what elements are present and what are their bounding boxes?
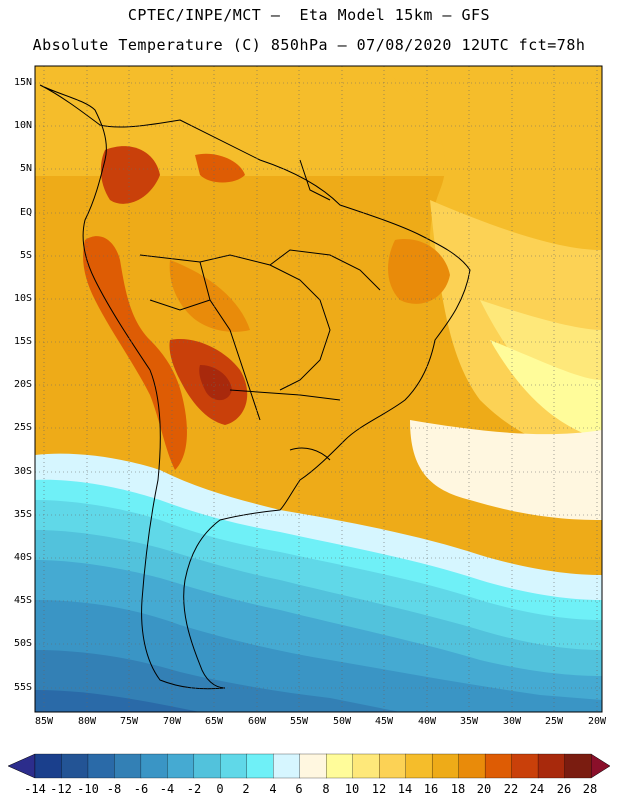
colorbar-swatch (87, 753, 115, 779)
coastline (39, 84, 471, 690)
colorbar-label: 28 (582, 782, 598, 796)
colorbar (7, 753, 611, 779)
lat-label: 15N (13, 77, 32, 88)
lon-label: 40W (417, 716, 437, 727)
colorbar-label: -4 (159, 782, 175, 796)
colorbar-swatch (34, 753, 62, 779)
colorbar-label: -6 (133, 782, 149, 796)
colorbar-label: 10 (344, 782, 360, 796)
colorbar-swatch (167, 753, 195, 779)
chart-title-line-1: CPTEC/INPE/MCT – Eta Model 15km – GFS (127, 6, 491, 24)
lon-label: 45W (374, 716, 394, 727)
lat-label: 5S (19, 250, 32, 261)
lat-label: 20S (13, 379, 32, 390)
lon-label: 65W (204, 716, 224, 727)
colorbar-swatch (299, 753, 327, 779)
colorbar-swatch (220, 753, 248, 779)
colorbar-label: -10 (77, 782, 99, 796)
colorbar-swatch (511, 753, 539, 779)
colorbar-swatch (193, 753, 221, 779)
colorbar-label: -14 (24, 782, 46, 796)
lon-label: 25W (544, 716, 564, 727)
lat-label: 35S (13, 509, 32, 520)
colorbar-label: 14 (397, 782, 413, 796)
colorbar-swatch (405, 753, 433, 779)
colorbar-over-arrow (590, 753, 611, 779)
lat-label: EQ (19, 207, 32, 218)
colorbar-label: 6 (295, 782, 303, 796)
colorbar-label: -8 (106, 782, 122, 796)
lon-label: 20W (587, 716, 607, 727)
colorbar-swatch (379, 753, 407, 779)
colorbar-label: 2 (242, 782, 250, 796)
lat-label: 5N (19, 163, 32, 174)
lon-label: 80W (77, 716, 97, 727)
colorbar-label: -12 (50, 782, 72, 796)
lon-label: 50W (332, 716, 352, 727)
lat-label: 40S (13, 552, 32, 563)
colorbar-label: 20 (476, 782, 492, 796)
colorbar-swatch (273, 753, 301, 779)
temperature-field (35, 66, 602, 712)
colorbar-label: 8 (322, 782, 330, 796)
colorbar-swatch (326, 753, 354, 779)
colorbar-label: 4 (269, 782, 277, 796)
colorbar-label: 24 (529, 782, 545, 796)
lon-label: 85W (34, 716, 54, 727)
map-frame (34, 65, 603, 713)
colorbar-swatch (431, 753, 460, 779)
colorbar-label: 26 (556, 782, 572, 796)
lat-label: 55S (13, 682, 32, 693)
lat-label: 10S (13, 293, 32, 304)
lat-label: 50S (13, 638, 32, 649)
colorbar-label: 22 (503, 782, 519, 796)
colorbar-label: 16 (423, 782, 439, 796)
colorbar-under-arrow (7, 753, 36, 779)
colorbar-label: -2 (186, 782, 202, 796)
lat-label: 10N (13, 120, 32, 131)
colorbar-swatch (114, 753, 142, 779)
chart-title-line-2: Absolute Temperature (C) 850hPa – 07/08/… (32, 36, 586, 54)
colorbar-swatch (564, 753, 592, 779)
lat-label: 30S (13, 466, 32, 477)
colorbar-swatch (352, 753, 380, 779)
colorbar-swatch (140, 753, 168, 779)
colorbar-swatch (458, 753, 486, 779)
lon-label: 35W (459, 716, 479, 727)
lon-label: 55W (289, 716, 309, 727)
lon-label: 70W (162, 716, 182, 727)
colorbar-label: 12 (371, 782, 387, 796)
colorbar-swatch (537, 753, 565, 779)
lat-label: 15S (13, 336, 32, 347)
lon-label: 75W (119, 716, 139, 727)
lat-label: 25S (13, 422, 32, 433)
lat-label: 45S (13, 595, 32, 606)
colorbar-label: 0 (216, 782, 224, 796)
colorbar-label: 18 (450, 782, 466, 796)
colorbar-swatch (246, 753, 274, 779)
graticule (35, 66, 602, 712)
lon-label: 30W (502, 716, 522, 727)
colorbar-swatch (484, 753, 513, 779)
colorbar-swatch (61, 753, 89, 779)
lon-label: 60W (247, 716, 267, 727)
